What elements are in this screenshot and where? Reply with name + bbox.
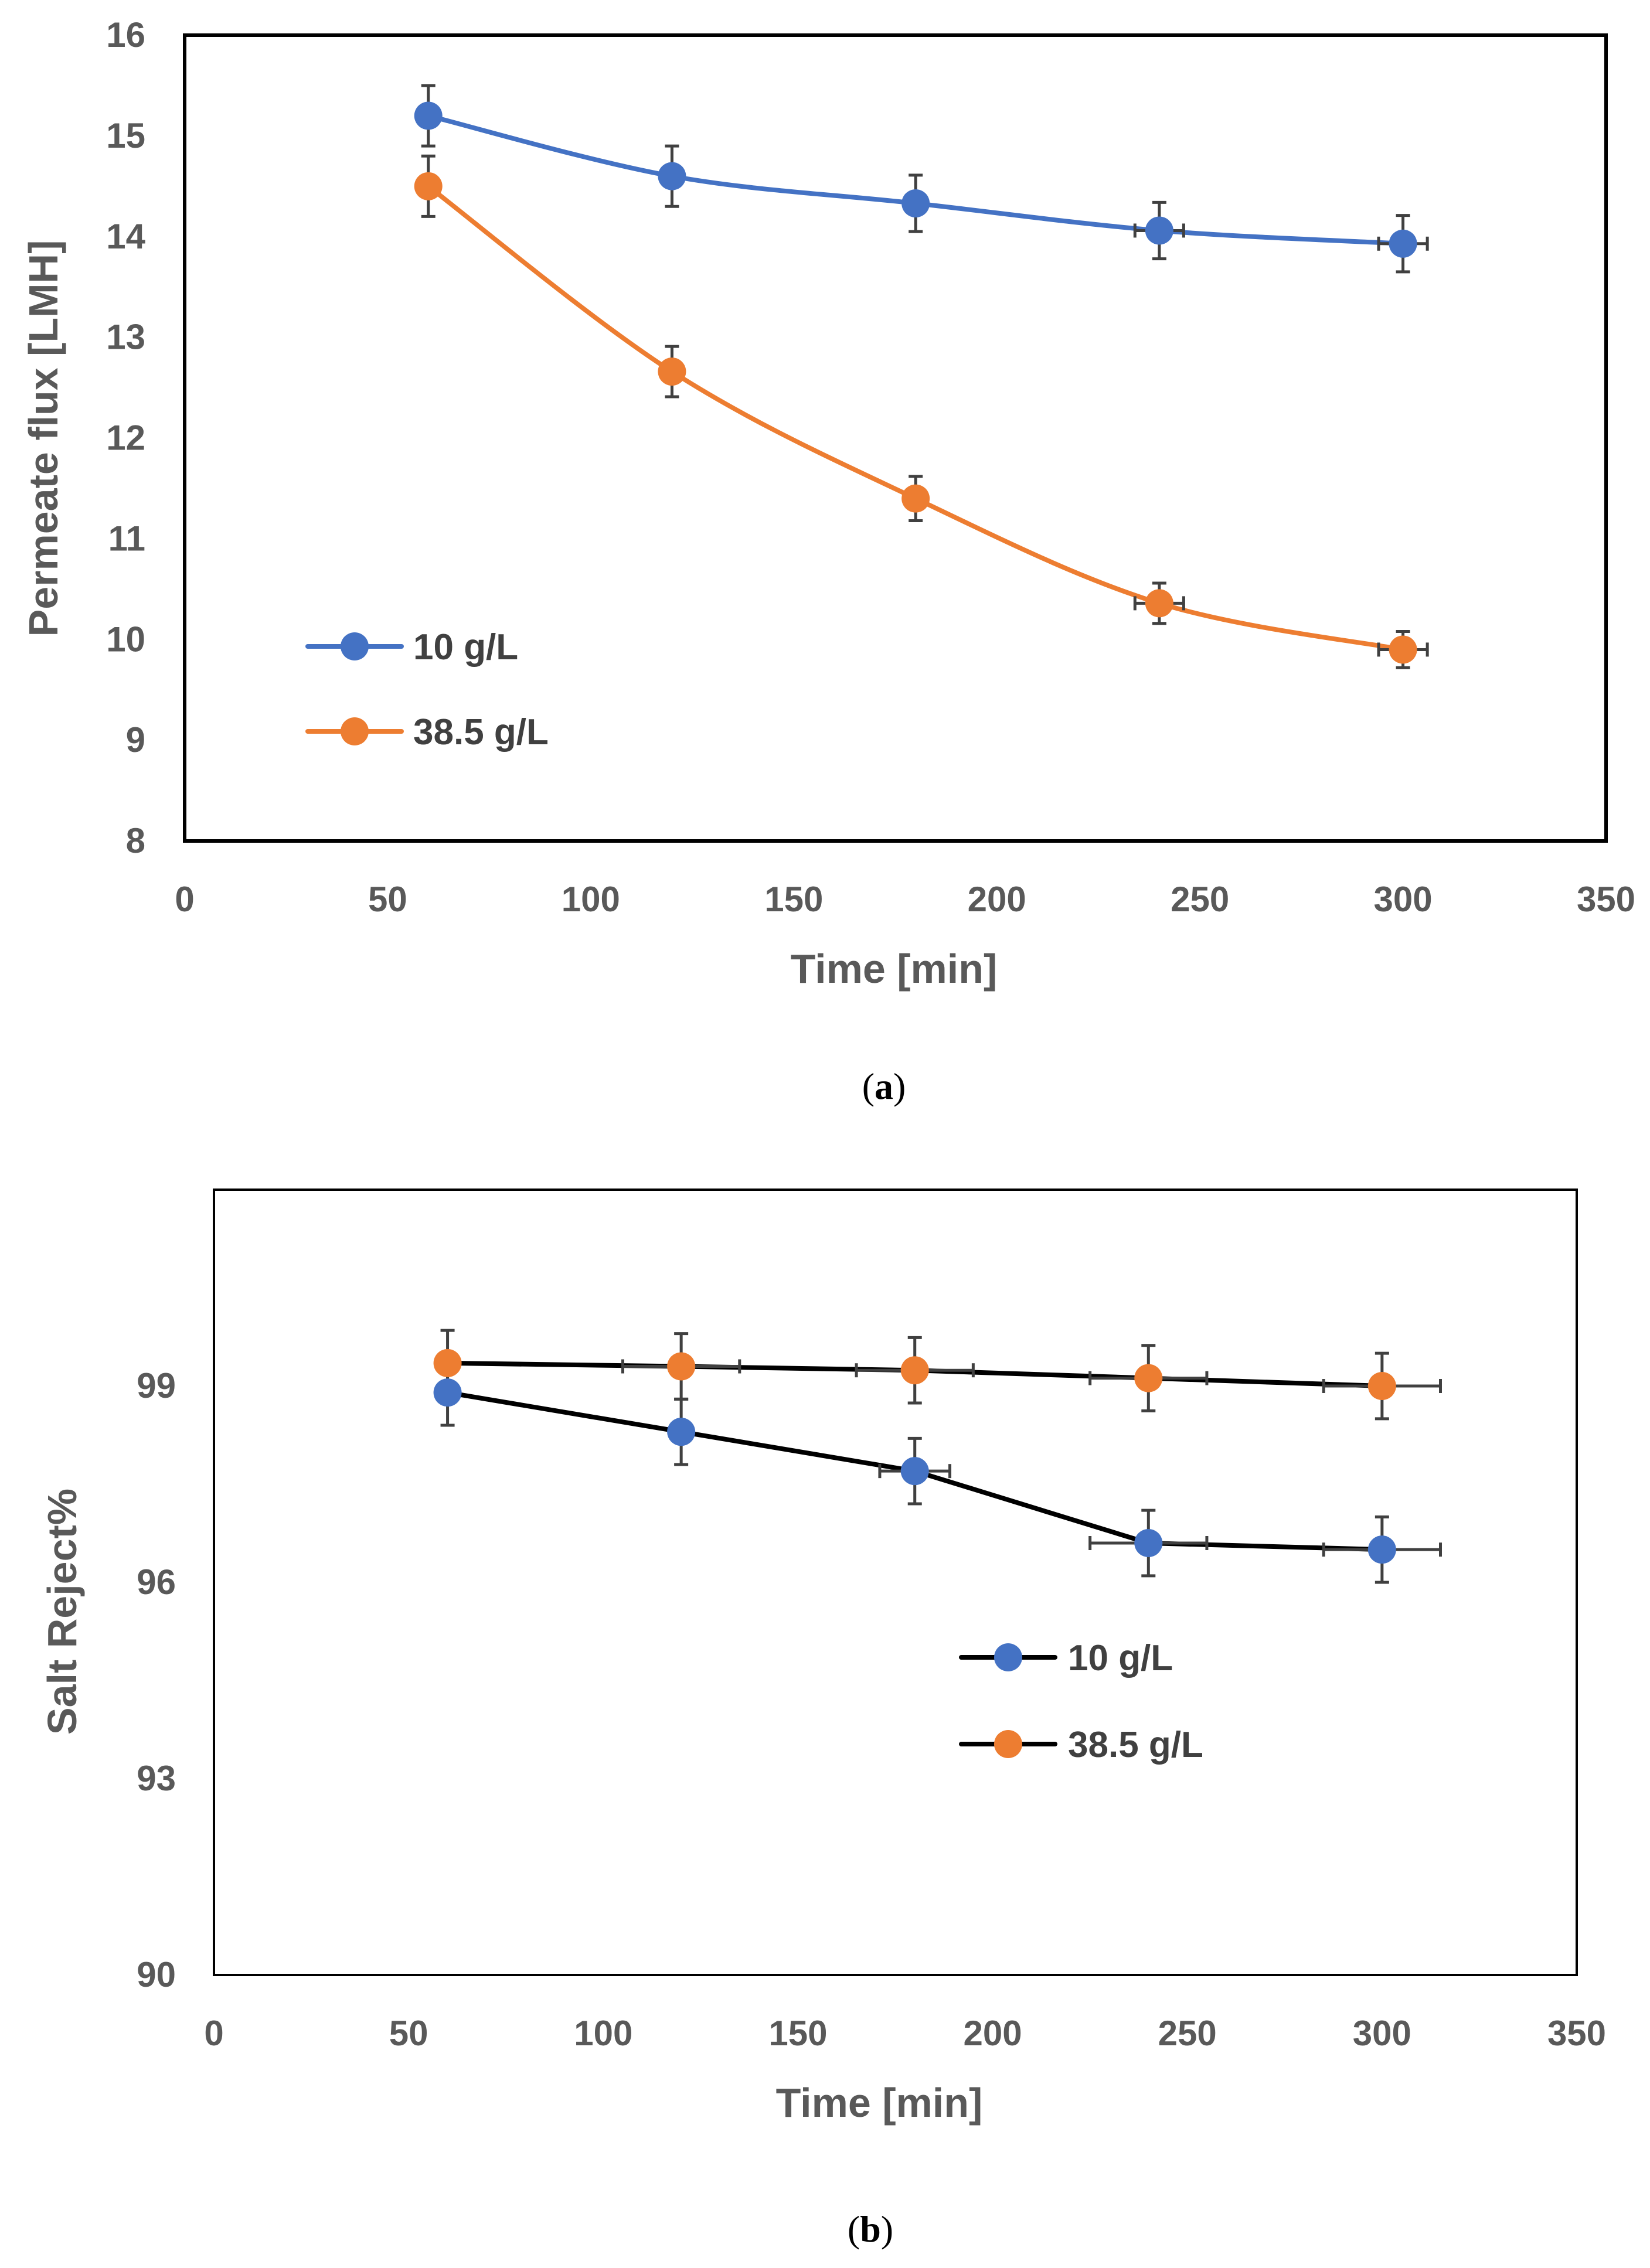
data-point-b-series-2	[1134, 1364, 1163, 1392]
x-tick-label-b: 350	[1547, 2014, 1606, 2053]
data-point-b-series-1	[900, 1457, 929, 1486]
x-tick-label-a: 200	[968, 880, 1026, 919]
y-tick-label-b: 90	[137, 1955, 176, 1994]
y-tick-label-a: 16	[106, 15, 145, 55]
data-point-b-series-2	[433, 1348, 462, 1377]
y-tick-label-a: 13	[106, 318, 145, 357]
data-point-a-series-1	[1145, 216, 1173, 245]
y-tick-label-a: 11	[108, 519, 145, 558]
panel-letter-a: a	[875, 1065, 893, 1107]
chart-marks-b	[433, 1329, 1442, 1584]
x-tick-label-a: 350	[1577, 880, 1635, 919]
data-point-a-series-2	[1145, 589, 1173, 618]
y-axis-title-b: Salt Reject%	[39, 1489, 85, 1735]
x-tick-label-a: 0	[175, 880, 194, 919]
legend-label-b-2: 38.5 g/L	[1068, 1725, 1203, 1765]
legend-swatch-marker-a-1	[341, 632, 369, 660]
legend-swatch-marker-b-2	[994, 1730, 1022, 1758]
data-point-a-series-2	[414, 172, 443, 200]
x-tick-label-b: 100	[574, 2014, 632, 2053]
data-point-a-series-1	[414, 101, 443, 130]
x-tick-label-a: 50	[368, 880, 407, 919]
data-point-b-series-2	[900, 1356, 929, 1385]
y-tick-label-b: 99	[137, 1366, 176, 1405]
x-axis-title-b: Time [min]	[776, 2080, 983, 2126]
legend-swatch-marker-b-1	[994, 1643, 1022, 1671]
data-point-a-series-2	[1389, 635, 1417, 664]
panel-caption-a: (a)	[862, 1065, 906, 1107]
data-point-a-series-1	[658, 162, 686, 190]
x-tick-label-a: 100	[562, 880, 620, 919]
data-point-b-series-1	[1134, 1529, 1163, 1557]
y-tick-label-b: 96	[137, 1562, 176, 1602]
data-point-b-series-2	[667, 1352, 696, 1381]
data-point-a-series-2	[658, 357, 686, 386]
x-tick-label-b: 300	[1353, 2014, 1411, 2053]
x-tick-labels-b: 0 50 100 150 200 250 300 350	[204, 2014, 1606, 2053]
x-axis-title-a: Time [min]	[791, 946, 998, 992]
x-tick-label-b: 0	[204, 2014, 223, 2053]
legend-b: 10 g/L 38.5 g/L	[959, 1638, 1203, 1765]
y-tick-label-b: 93	[137, 1759, 176, 1798]
x-tick-label-b: 50	[389, 2014, 428, 2053]
x-tick-label-b: 150	[768, 2014, 827, 2053]
chart-panel-a: 0 50 100 150 200 250 300 350 8 9 10 11 12 13 14 15 16 T…	[21, 15, 1635, 1107]
y-tick-label-a: 10	[106, 619, 145, 659]
panel-letter-b: b	[860, 2208, 881, 2250]
legend-label-a-2: 38.5 g/L	[413, 712, 549, 752]
y-tick-labels-a: 8 9 10 11 12 13 14 15 16	[106, 15, 145, 860]
legend-swatch-marker-a-2	[341, 717, 369, 745]
y-tick-label-a: 15	[106, 116, 145, 155]
legend-label-a-1: 10 g/L	[413, 627, 518, 668]
data-point-a-series-1	[1389, 229, 1417, 258]
x-tick-labels-a: 0 50 100 150 200 250 300 350	[175, 880, 1635, 919]
data-point-b-series-2	[1367, 1372, 1396, 1400]
data-point-a-series-1	[901, 189, 930, 218]
y-tick-label-a: 14	[106, 217, 145, 256]
chart-marks-a	[414, 84, 1429, 669]
y-tick-labels-b: 90 93 96 99	[137, 1366, 176, 1994]
y-axis-title-a: Permeate flux [LMH]	[21, 240, 66, 637]
y-tick-label-a: 8	[126, 821, 145, 860]
data-point-b-series-1	[667, 1418, 696, 1446]
y-tick-label-a: 12	[106, 418, 145, 458]
panel-caption-b: (b)	[848, 2208, 893, 2250]
plot-frame-b	[213, 1189, 1578, 1976]
x-tick-label-a: 250	[1171, 880, 1229, 919]
x-tick-label-b: 250	[1158, 2014, 1217, 2053]
x-tick-label-a: 150	[764, 880, 823, 919]
x-tick-label-b: 200	[964, 2014, 1022, 2053]
data-point-b-series-1	[433, 1378, 462, 1407]
plot-frame-a	[183, 33, 1608, 843]
legend-label-b-1: 10 g/L	[1068, 1638, 1173, 1678]
x-tick-label-a: 300	[1374, 880, 1433, 919]
legend-a: 10 g/L 38.5 g/L	[305, 627, 549, 752]
data-point-a-series-2	[901, 484, 930, 513]
y-tick-label-a: 9	[126, 720, 145, 760]
data-point-b-series-1	[1367, 1535, 1396, 1564]
chart-panel-b: 0 50 100 150 200 250 300 350 90 93 96 99 Time [min…	[39, 1189, 1606, 2250]
